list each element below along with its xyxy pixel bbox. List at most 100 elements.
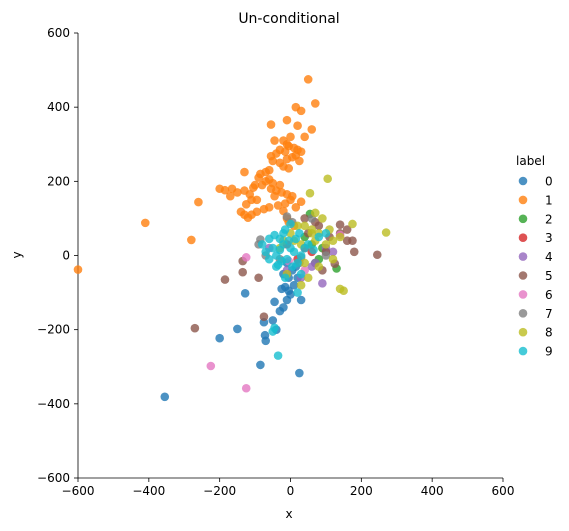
y-axis-label: y bbox=[10, 251, 24, 258]
data-point-label-1 bbox=[237, 207, 246, 216]
data-point-label-1 bbox=[300, 133, 309, 142]
data-point-label-9 bbox=[297, 251, 306, 260]
data-point-label-1 bbox=[187, 236, 196, 245]
legend-marker-3 bbox=[519, 233, 528, 242]
data-point-label-5 bbox=[336, 220, 345, 229]
x-tick-label: −400 bbox=[132, 484, 165, 498]
data-point-label-1 bbox=[267, 120, 276, 129]
x-tick-label: −600 bbox=[62, 484, 95, 498]
data-point-label-8 bbox=[311, 209, 320, 218]
data-point-label-5 bbox=[373, 250, 382, 259]
data-point-label-5 bbox=[350, 247, 359, 256]
x-tick-label: 600 bbox=[492, 484, 515, 498]
y-tick-label: 200 bbox=[47, 174, 70, 188]
data-point-label-0 bbox=[160, 392, 169, 401]
data-point-label-8 bbox=[329, 255, 338, 264]
data-point-label-1 bbox=[267, 184, 276, 193]
data-point-label-0 bbox=[297, 296, 306, 305]
data-point-label-1 bbox=[295, 157, 304, 166]
data-point-label-0 bbox=[295, 369, 304, 378]
y-tick-label: −200 bbox=[37, 323, 70, 337]
y-tick-label: −600 bbox=[37, 471, 70, 485]
legend-entry-7: 7 bbox=[545, 307, 553, 321]
data-point-label-9 bbox=[281, 273, 290, 282]
legend-marker-2 bbox=[519, 215, 528, 224]
data-point-label-9 bbox=[288, 262, 297, 271]
data-point-label-1 bbox=[240, 168, 249, 177]
legend-marker-5 bbox=[519, 271, 528, 280]
y-tick-label: −400 bbox=[37, 397, 70, 411]
data-point-label-0 bbox=[215, 334, 224, 343]
data-point-label-8 bbox=[318, 214, 327, 223]
data-point-label-0 bbox=[268, 316, 277, 325]
data-point-label-1 bbox=[251, 181, 260, 190]
data-point-label-5 bbox=[254, 273, 263, 282]
legend-entry-1: 1 bbox=[545, 193, 553, 207]
data-point-label-8 bbox=[306, 189, 315, 198]
data-point-label-1 bbox=[74, 265, 83, 274]
data-point-label-1 bbox=[228, 184, 237, 193]
data-point-label-5 bbox=[221, 275, 230, 284]
data-point-label-9 bbox=[265, 255, 274, 264]
chart-title: Un-conditional bbox=[238, 11, 339, 27]
data-point-label-5 bbox=[238, 268, 247, 277]
legend-entry-8: 8 bbox=[545, 326, 553, 340]
data-point-label-8 bbox=[315, 262, 324, 271]
data-point-label-9 bbox=[258, 240, 267, 249]
data-point-label-8 bbox=[336, 285, 345, 294]
data-point-label-1 bbox=[311, 99, 320, 108]
data-point-label-0 bbox=[233, 325, 242, 334]
y-tick-label: 0 bbox=[62, 249, 70, 263]
data-point-label-1 bbox=[215, 184, 224, 193]
legend-marker-8 bbox=[519, 328, 528, 337]
data-point-label-0 bbox=[241, 289, 250, 298]
data-point-label-8 bbox=[336, 233, 345, 242]
data-point-label-1 bbox=[265, 175, 274, 184]
data-point-label-1 bbox=[307, 125, 316, 134]
legend-marker-1 bbox=[519, 196, 528, 205]
data-point-label-1 bbox=[141, 219, 150, 228]
x-tick-label: −200 bbox=[203, 484, 236, 498]
data-point-label-9 bbox=[315, 233, 324, 242]
data-point-label-0 bbox=[256, 361, 265, 370]
data-point-label-9 bbox=[274, 351, 283, 360]
data-point-label-0 bbox=[277, 285, 286, 294]
x-tick-label: 0 bbox=[287, 484, 295, 498]
legend-entry-2: 2 bbox=[545, 212, 553, 226]
legend-entry-5: 5 bbox=[545, 269, 553, 283]
data-point-label-9 bbox=[293, 288, 302, 297]
x-axis-label: x bbox=[285, 507, 292, 521]
legend-marker-6 bbox=[519, 290, 528, 299]
y-tick-label: 600 bbox=[47, 26, 70, 40]
legend: label 0 1 2 3 4 5 6 7 8 9 bbox=[516, 154, 553, 359]
legend-marker-0 bbox=[519, 177, 528, 186]
data-point-label-8 bbox=[323, 174, 332, 183]
data-point-label-1 bbox=[281, 147, 290, 156]
data-point-label-0 bbox=[279, 303, 288, 312]
data-point-label-1 bbox=[194, 198, 203, 207]
data-point-label-8 bbox=[382, 228, 391, 237]
data-point-label-8 bbox=[348, 220, 357, 229]
y-tick-label: 400 bbox=[47, 100, 70, 114]
data-point-label-1 bbox=[283, 116, 292, 125]
data-point-label-6 bbox=[242, 384, 251, 393]
data-point-label-1 bbox=[297, 197, 306, 206]
data-point-label-9 bbox=[309, 246, 318, 255]
data-point-label-5 bbox=[260, 312, 269, 321]
data-point-label-0 bbox=[261, 331, 270, 340]
data-point-label-1 bbox=[304, 75, 313, 84]
data-point-label-5 bbox=[191, 324, 200, 333]
legend-marker-4 bbox=[519, 252, 528, 261]
data-point-label-1 bbox=[270, 136, 279, 145]
data-point-label-0 bbox=[270, 298, 279, 307]
data-point-label-1 bbox=[284, 164, 293, 173]
data-points bbox=[74, 75, 391, 401]
legend-entry-4: 4 bbox=[545, 250, 553, 264]
x-tick-label: 400 bbox=[421, 484, 444, 498]
legend-entry-0: 0 bbox=[545, 175, 553, 189]
legend-entry-3: 3 bbox=[545, 231, 553, 245]
legend-marker-9 bbox=[519, 347, 528, 356]
data-point-label-9 bbox=[274, 260, 283, 269]
data-point-label-1 bbox=[293, 121, 302, 130]
